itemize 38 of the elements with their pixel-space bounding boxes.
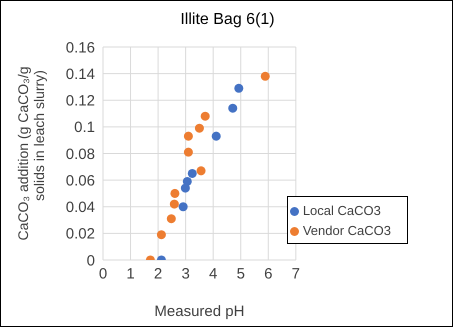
point bbox=[184, 132, 193, 141]
chart-title: Illite Bag 6(1) bbox=[179, 11, 276, 29]
y-axis-title: CaCO₃ addition (g CaCO₃/g solids in leach slurry) bbox=[15, 66, 47, 241]
y-tick-label: 0.1 bbox=[74, 119, 95, 136]
point bbox=[156, 230, 166, 240]
y-tick-label: 0.16 bbox=[66, 39, 95, 56]
point bbox=[184, 148, 193, 157]
point bbox=[182, 176, 192, 186]
x-tick-label: 4 bbox=[209, 266, 218, 283]
x-tick-label: 1 bbox=[126, 266, 135, 283]
y-tick-label: 0.06 bbox=[66, 172, 95, 190]
point bbox=[178, 202, 188, 212]
point bbox=[234, 84, 244, 93]
x-tick-label: 3 bbox=[181, 266, 190, 283]
x-axis-title: Measured pH bbox=[154, 303, 244, 320]
x-tick-label: 2 bbox=[154, 266, 162, 283]
point bbox=[196, 166, 206, 176]
y-tick-label: 0.14 bbox=[66, 66, 95, 83]
point bbox=[228, 104, 238, 113]
x-tick-label: 7 bbox=[292, 266, 300, 283]
point bbox=[194, 124, 204, 133]
x-tick-label: 6 bbox=[264, 266, 272, 283]
y-tick-label: 0.12 bbox=[66, 92, 95, 110]
y-tick-label: 0.04 bbox=[66, 199, 95, 216]
y-tick-label: 0 bbox=[86, 252, 95, 270]
legend-label: Local CaCO3 bbox=[302, 203, 381, 218]
point bbox=[212, 132, 221, 141]
y-tick-label: 0.02 bbox=[66, 226, 95, 243]
point bbox=[170, 200, 179, 209]
x-tick-label: 5 bbox=[236, 266, 245, 283]
point bbox=[260, 72, 270, 81]
point bbox=[166, 214, 176, 224]
point bbox=[170, 188, 180, 198]
y-tick-label: 0.08 bbox=[66, 146, 95, 163]
point bbox=[200, 112, 210, 121]
point bbox=[188, 168, 197, 178]
legend-label: Vendor CaCO3 bbox=[302, 223, 391, 238]
x-tick-label: 0 bbox=[98, 266, 108, 283]
